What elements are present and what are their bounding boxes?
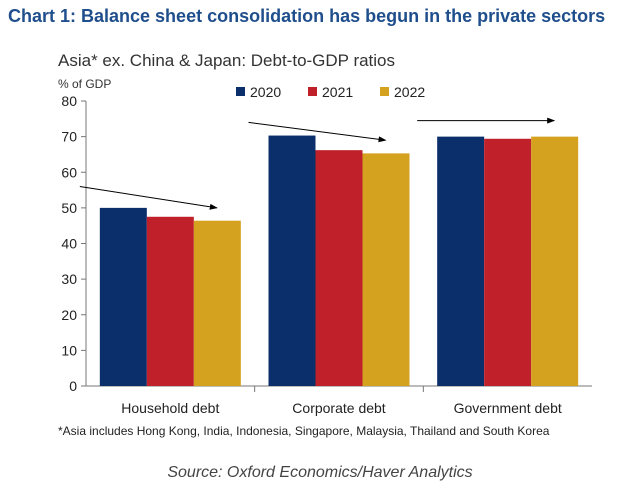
- bar: [268, 135, 316, 386]
- bar: [99, 207, 147, 386]
- bar: [484, 138, 532, 386]
- trend-arrow: [79, 186, 218, 210]
- y-tick-label: 30: [61, 271, 77, 287]
- x-tick-label: Household debt: [121, 400, 219, 416]
- legend-swatch: [308, 87, 317, 96]
- y-tick-label: 10: [61, 342, 77, 358]
- bar: [362, 153, 410, 386]
- bar: [437, 136, 485, 386]
- y-axis-label: % of GDP: [58, 77, 111, 91]
- footnote: *Asia includes Hong Kong, India, Indones…: [58, 424, 550, 438]
- bar: [315, 150, 363, 386]
- bar: [193, 220, 241, 386]
- bar: [146, 216, 194, 386]
- bar: [531, 136, 579, 386]
- y-tick-label: 80: [61, 93, 77, 109]
- legend-swatch: [236, 87, 245, 96]
- source-note: Source: Oxford Economics/Haver Analytics: [167, 464, 473, 481]
- x-tick-label: Government debt: [454, 400, 562, 416]
- legend-swatch: [380, 87, 389, 96]
- y-tick-label: 40: [61, 236, 77, 252]
- legend-label: 2022: [394, 84, 425, 100]
- y-tick-label: 60: [61, 164, 77, 180]
- legend-label: 2020: [250, 84, 281, 100]
- y-tick-label: 50: [61, 200, 77, 216]
- y-tick-label: 20: [61, 307, 77, 323]
- x-tick-label: Corporate debt: [292, 400, 386, 416]
- chart-heading: Chart 1: Balance sheet consolidation has…: [8, 6, 606, 26]
- chart-title: Asia* ex. China & Japan: Debt-to-GDP rat…: [58, 51, 395, 70]
- trend-arrow: [248, 121, 387, 143]
- y-tick-label: 70: [61, 129, 77, 145]
- legend-label: 2021: [322, 84, 353, 100]
- y-tick-label: 0: [69, 378, 77, 394]
